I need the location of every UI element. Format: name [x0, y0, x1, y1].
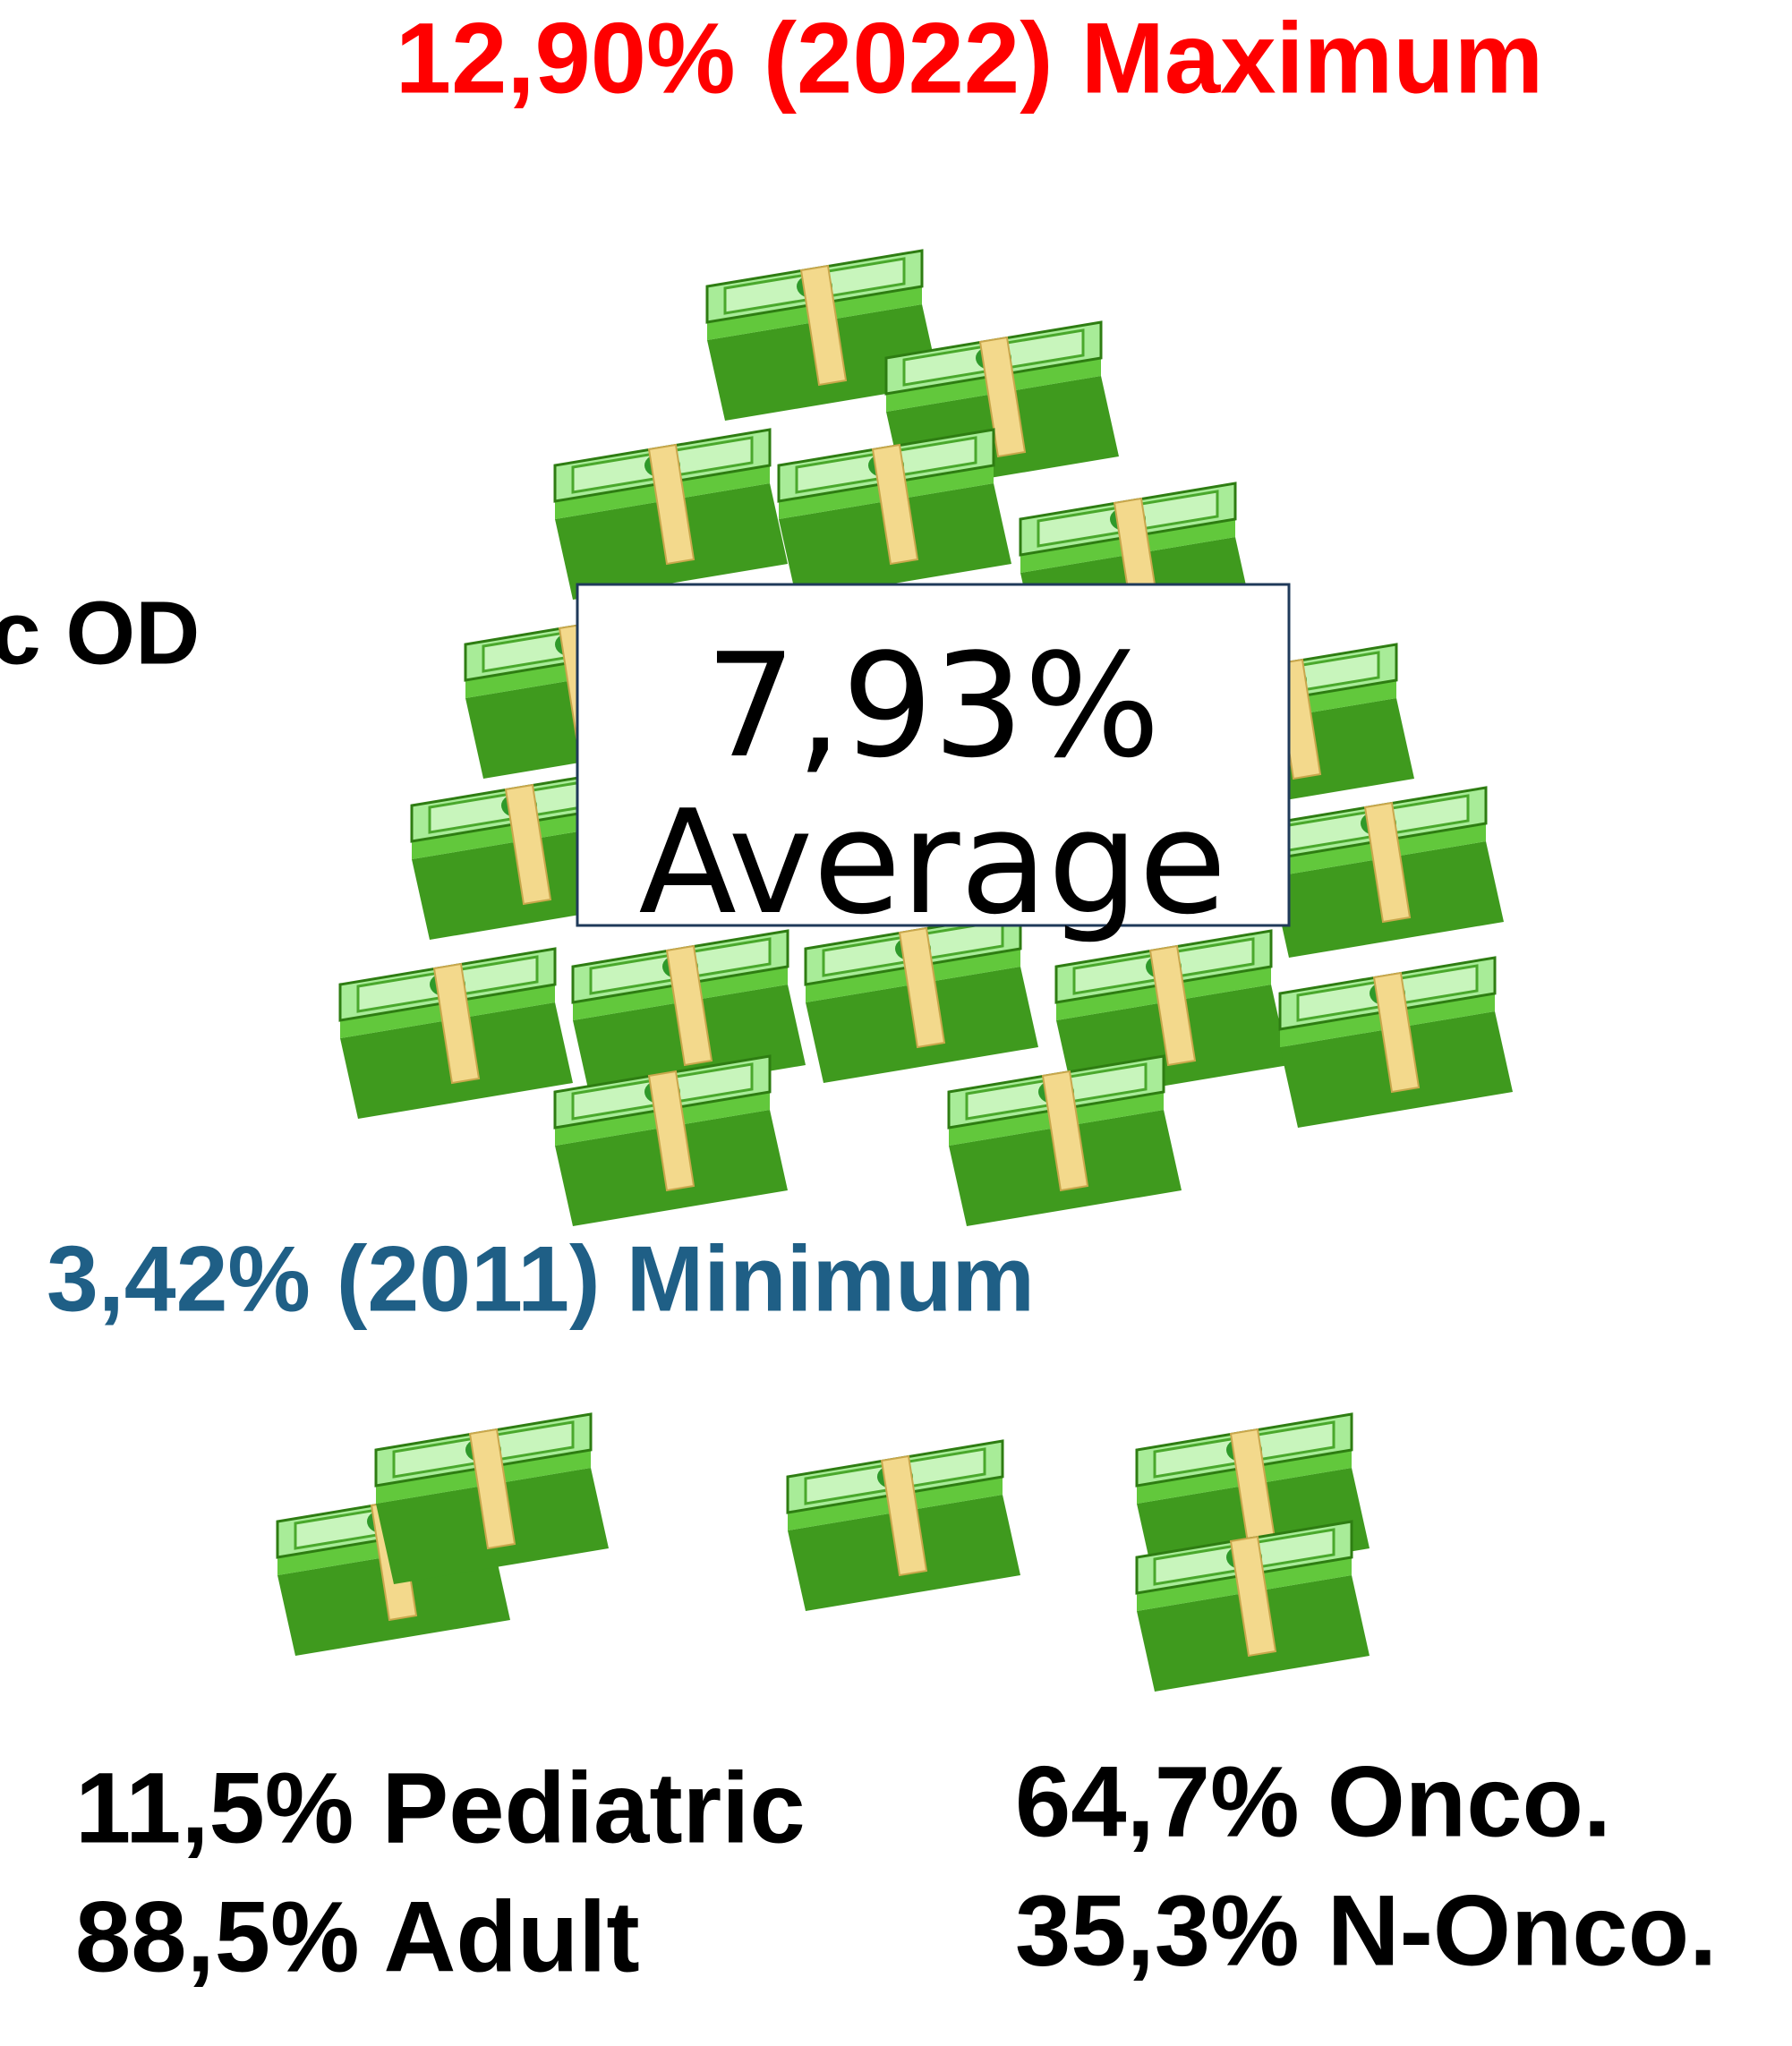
bill-stack: [949, 1056, 1182, 1226]
average-label: Average: [638, 779, 1226, 946]
cut-label: c OD: [0, 583, 200, 683]
bill-stack: [1271, 788, 1504, 958]
bill-stack: [788, 1441, 1020, 1611]
bill-stack: [340, 949, 573, 1119]
bill-stack: [555, 430, 788, 600]
pediatric-label: 11,5% Pediatric: [75, 1752, 806, 1864]
adult-label: 88,5% Adult: [75, 1881, 640, 1993]
page: {"header": {"maximum": "12,90% (2022) Ma…: [0, 0, 1792, 2046]
bill-stack: [376, 1414, 609, 1584]
bill-stack: [779, 430, 1011, 600]
average-value: 7,93%: [705, 622, 1160, 789]
onco-label: 64,7% Onco.: [1015, 1746, 1611, 1858]
non-onco-label: 35,3% N-Onco.: [1015, 1875, 1717, 1987]
small-stacks: [277, 1414, 1370, 1692]
slide: 12,90% (2022) Maximum c OD 7,93% Average…: [0, 0, 1792, 2046]
bill-stack: [1280, 958, 1513, 1128]
maximum-label: 12,90% (2022) Maximum: [396, 3, 1543, 115]
minimum-label: 3,42% (2011) Minimum: [47, 1227, 1035, 1331]
